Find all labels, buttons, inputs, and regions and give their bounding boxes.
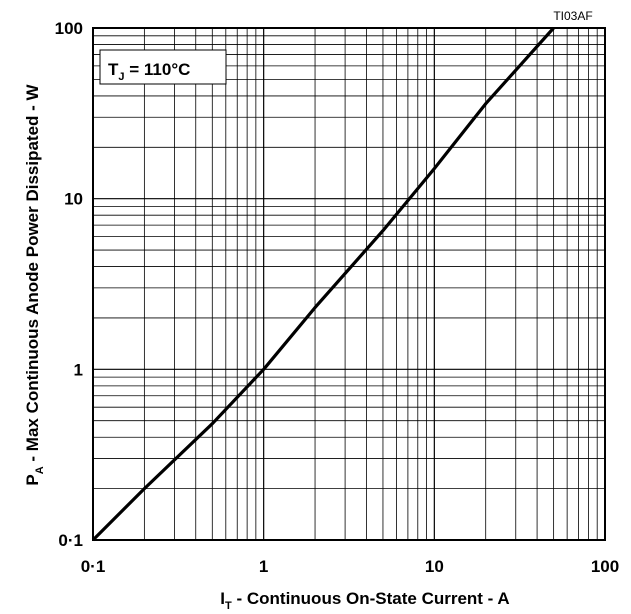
y-axis-label-main: P [23, 474, 42, 485]
annotation-main: T [108, 60, 119, 79]
series-line [91, 26, 555, 542]
x-tick-label: 1 [259, 557, 268, 576]
series-layer [91, 26, 555, 542]
x-tick-label: 100 [591, 557, 619, 576]
grid-lines [93, 28, 605, 540]
plot-frame [92, 27, 606, 541]
x-tick-label: 0·1 [81, 557, 106, 576]
y-tick-label: 0·1 [58, 531, 83, 550]
y-axis-label-rest: - Max Continuous Anode Power Dissipated … [23, 83, 42, 466]
annotation-rest: = 110°C [125, 60, 191, 79]
x-axis-label: IT - Continuous On-State Current - A [220, 589, 509, 612]
figure-id: TI03AF [553, 9, 592, 23]
y-tick-label: 10 [64, 190, 83, 209]
tick-labels: 0·1 1 10 100 0·1 1 10 100 [55, 19, 620, 576]
y-tick-label: 100 [55, 19, 83, 38]
y-axis-label-sub: A [34, 466, 46, 474]
x-axis-label-rest: - Continuous On-State Current - A [232, 589, 510, 608]
x-axis-label-main: I [220, 589, 225, 608]
y-tick-label: 1 [74, 360, 83, 379]
x-tick-label: 10 [425, 557, 444, 576]
x-axis-label-sub: T [225, 600, 232, 612]
annotation-sub: J [118, 71, 124, 83]
y-axis-label: PA - Max Continuous Anode Power Dissipat… [23, 83, 46, 485]
annotation-box: TJ = 110°C [99, 49, 227, 85]
annotation-text: TJ = 110°C [108, 60, 190, 83]
